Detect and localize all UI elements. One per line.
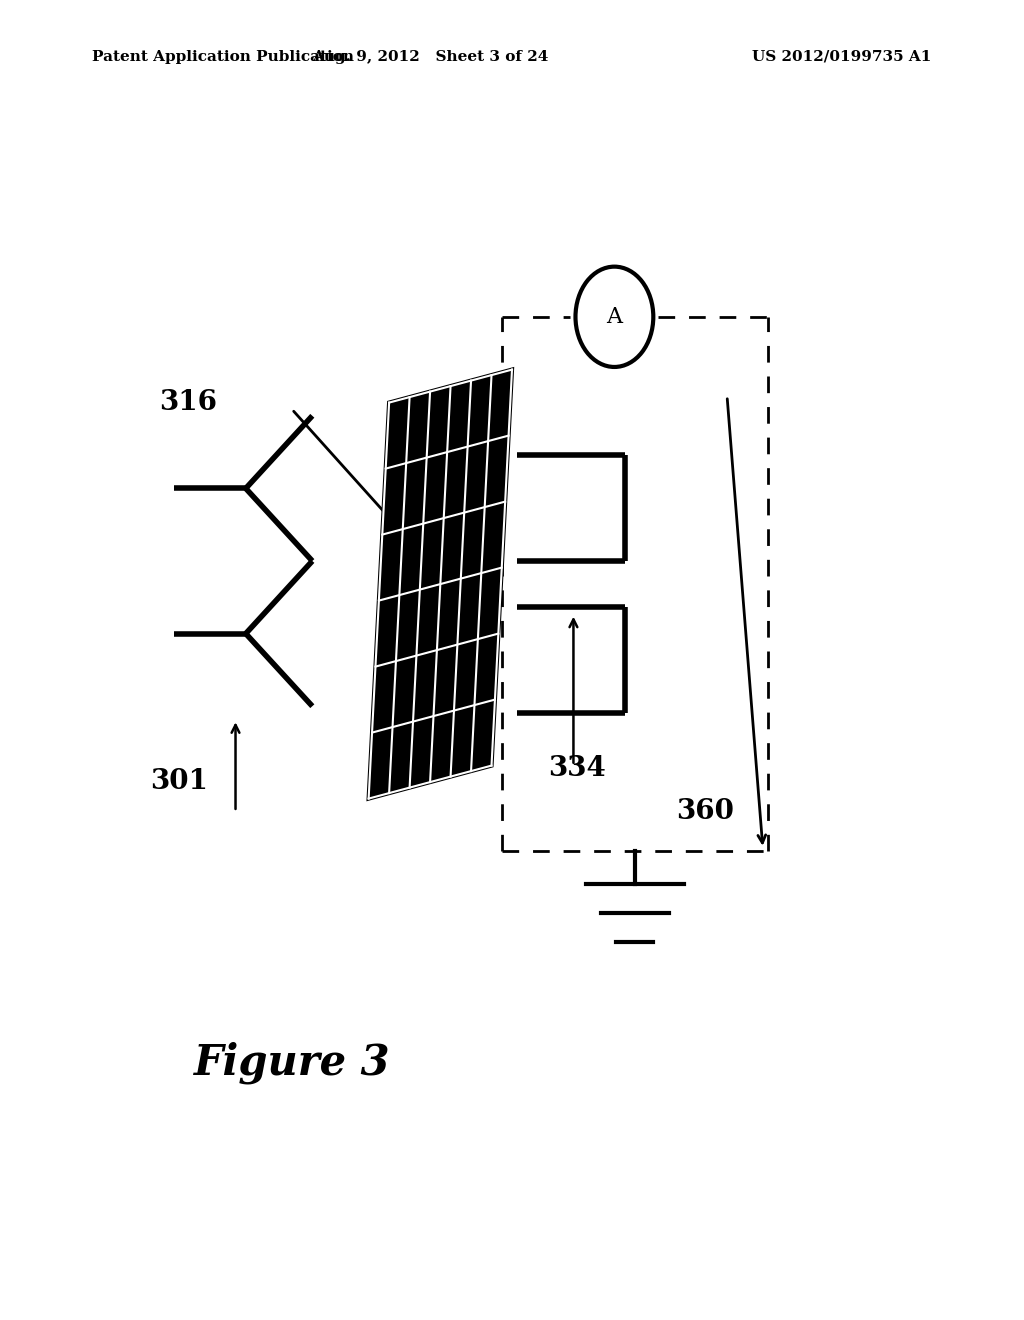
- Circle shape: [575, 267, 653, 367]
- Text: Patent Application Publication: Patent Application Publication: [92, 50, 354, 63]
- Text: US 2012/0199735 A1: US 2012/0199735 A1: [753, 50, 932, 63]
- Text: 301: 301: [151, 768, 208, 795]
- Text: 316: 316: [159, 389, 217, 416]
- Text: 334: 334: [548, 755, 605, 781]
- Polygon shape: [369, 370, 512, 799]
- Text: 360: 360: [676, 799, 734, 825]
- Text: Figure 3: Figure 3: [194, 1041, 390, 1084]
- Text: A: A: [606, 306, 623, 327]
- Text: Aug. 9, 2012   Sheet 3 of 24: Aug. 9, 2012 Sheet 3 of 24: [312, 50, 548, 63]
